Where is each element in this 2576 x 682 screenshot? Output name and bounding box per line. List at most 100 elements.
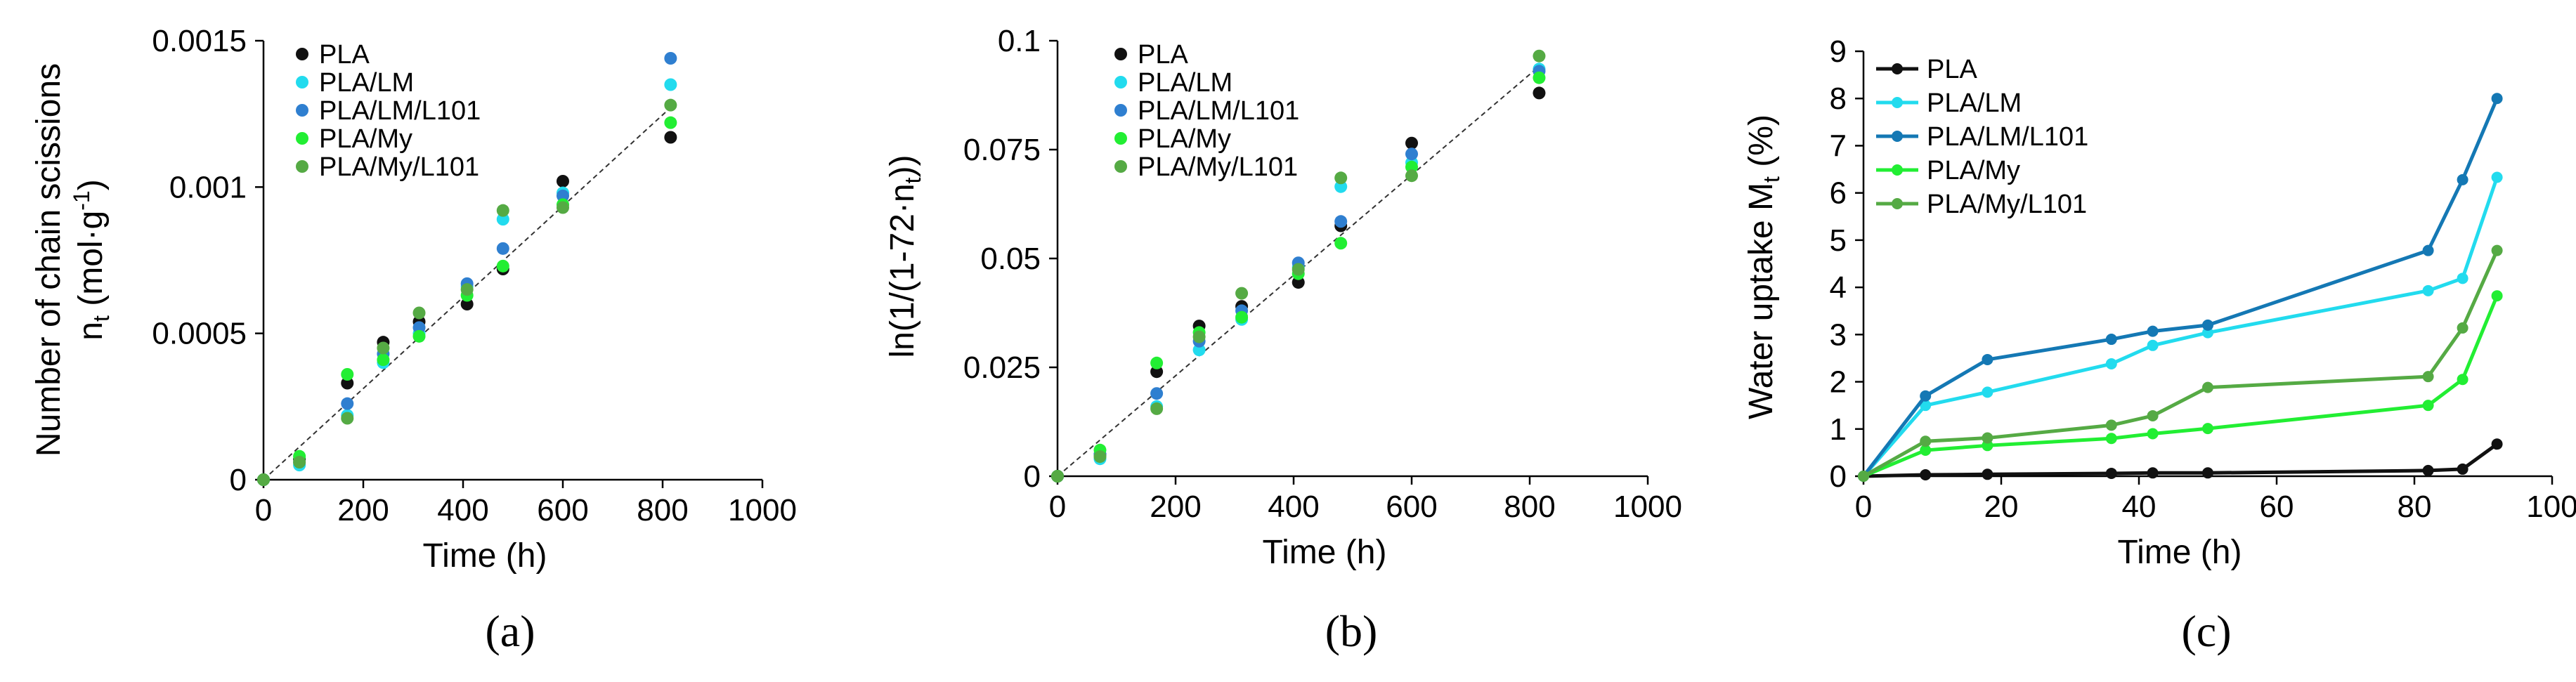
y-tick-label: 0.0005 (152, 317, 247, 351)
data-point-pla (2457, 463, 2468, 475)
data-point-pla-my-l101 (1982, 432, 1993, 444)
x-tick-label: 600 (537, 493, 588, 527)
data-point-pla-lm (664, 78, 677, 91)
data-point-pla-my-l101 (2147, 409, 2159, 421)
data-point-pla-my-l101 (1192, 330, 1206, 343)
y-tick-label: 0.075 (963, 133, 1041, 167)
data-point-pla-lm (2457, 273, 2468, 284)
data-point-pla (557, 175, 569, 188)
data-point-pla-lm-l101 (2105, 334, 2117, 346)
data-point-pla-my (1920, 445, 1932, 457)
x-tick-label: 60 (2260, 490, 2294, 524)
legend-marker-pla-lm-l101 (1114, 104, 1127, 117)
x-tick-label: 400 (437, 493, 488, 527)
legend-label-pla-my: PLA/My (319, 124, 412, 154)
x-tick-label: 100 (2526, 490, 2576, 524)
data-point-pla-lm-l101 (2491, 93, 2503, 105)
legend-marker-pla (296, 48, 308, 60)
y-tick-label: 7 (1830, 129, 1847, 163)
x-tick-label: 800 (1504, 490, 1555, 524)
y-tick-label: 5 (1830, 223, 1847, 258)
data-point-pla-my-l101 (2457, 322, 2468, 334)
y-tick-label: 3 (1830, 317, 1847, 352)
data-point-pla (1150, 365, 1164, 379)
legend-marker-pla-lm (296, 76, 308, 88)
data-point-pla-lm-l101 (412, 321, 426, 334)
data-point-pla-my-l101 (341, 412, 354, 425)
y-tick-label: 4 (1830, 270, 1847, 305)
data-point-pla-lm-l101 (2457, 173, 2468, 185)
data-point-pla-lm (2147, 339, 2159, 351)
data-point-pla-lm-l101 (1982, 353, 1993, 365)
y-tick-label: 0.025 (963, 350, 1041, 385)
y-tick-label: 0 (230, 463, 247, 497)
data-point-pla (1982, 468, 1993, 480)
x-tick-label: 200 (1150, 490, 1201, 524)
legend-label-pla-my-l101: PLA/My/L101 (319, 152, 479, 182)
x-tick-label: 40 (2122, 490, 2157, 524)
data-point-pla-my-l101 (377, 341, 390, 355)
legend-marker-pla (1892, 63, 1903, 74)
legend-label-pla-lm-l101: PLA/LM/L101 (319, 96, 481, 126)
data-point-pla-my (377, 353, 390, 367)
data-point-pla-lm (1920, 400, 1932, 412)
data-point-pla-my-l101 (1334, 171, 1348, 185)
legend-label-pla-lm-l101: PLA/LM/L101 (1138, 96, 1299, 126)
y-axis-title: Water uptake Mt (%) (1743, 114, 1784, 419)
data-point-pla-my (664, 116, 677, 129)
panel-caption: (b) (1325, 606, 1378, 656)
data-point-pla-my (1235, 310, 1249, 324)
data-point-pla-my-l101 (1858, 471, 1869, 482)
legend-label-pla: PLA (1138, 40, 1188, 70)
legend-label-pla-lm: PLA/LM (1927, 88, 2022, 118)
data-point-pla-lm-l101 (2202, 319, 2213, 331)
x-tick-label: 1000 (728, 493, 797, 527)
data-point-pla-my-l101 (2422, 371, 2434, 383)
y-tick-label: 9 (1830, 34, 1847, 69)
y-axis-title: ln(1/(1-72·nt)) (884, 155, 925, 358)
data-point-pla-lm-l101 (341, 397, 354, 410)
data-point-pla-my (2105, 433, 2117, 445)
data-point-pla-my (2422, 400, 2434, 412)
x-tick-label: 800 (637, 493, 688, 527)
legend-label-pla-lm-l101: PLA/LM/L101 (1927, 122, 2088, 152)
data-point-pla-lm-l101 (2422, 244, 2434, 256)
panel-caption: (c) (2181, 606, 2231, 656)
legend-marker-pla-my-l101 (1114, 160, 1127, 173)
x-tick-label: 0 (1049, 490, 1066, 524)
data-point-pla-lm-l101 (557, 189, 569, 202)
legend-label-pla-lm: PLA/LM (1138, 68, 1232, 98)
data-point-pla (2147, 467, 2159, 479)
legend-marker-pla-my (1114, 132, 1127, 145)
x-tick-label: 20 (1984, 490, 2019, 524)
series-line-pla-lm-l101 (1862, 98, 2499, 478)
data-point-pla-lm-l101 (496, 242, 509, 255)
y-tick-label: 0 (1024, 459, 1041, 494)
data-point-pla (341, 376, 354, 390)
data-point-pla-my-l101 (2202, 381, 2213, 393)
data-point-pla (2491, 438, 2503, 450)
data-point-pla (2105, 467, 2117, 479)
y-tick-label: 0.001 (169, 170, 247, 204)
data-point-pla-my-l101 (257, 473, 270, 486)
data-point-pla (460, 298, 474, 310)
data-point-pla (2202, 467, 2213, 479)
legend-marker-pla-lm-l101 (296, 104, 308, 117)
data-point-pla (1920, 468, 1932, 480)
y-tick-label: 6 (1830, 176, 1847, 211)
x-axis-title: Time (h) (423, 537, 547, 575)
x-tick-label: 600 (1386, 490, 1437, 524)
data-point-pla (2422, 464, 2434, 476)
data-point-pla-my-l101 (460, 283, 474, 296)
legend-label-pla-lm: PLA/LM (319, 68, 414, 98)
x-tick-label: 0 (1855, 490, 1872, 524)
data-point-pla-my-l101 (1533, 49, 1546, 63)
legend-label-pla-my: PLA/My (1138, 124, 1231, 154)
data-point-pla-my-l101 (1292, 263, 1305, 276)
panel-caption: (a) (485, 606, 535, 656)
data-point-pla-my-l101 (557, 201, 569, 214)
data-point-pla-my (2202, 423, 2213, 435)
y-tick-label: 2 (1830, 365, 1847, 400)
y-tick-label: 8 (1830, 81, 1847, 116)
